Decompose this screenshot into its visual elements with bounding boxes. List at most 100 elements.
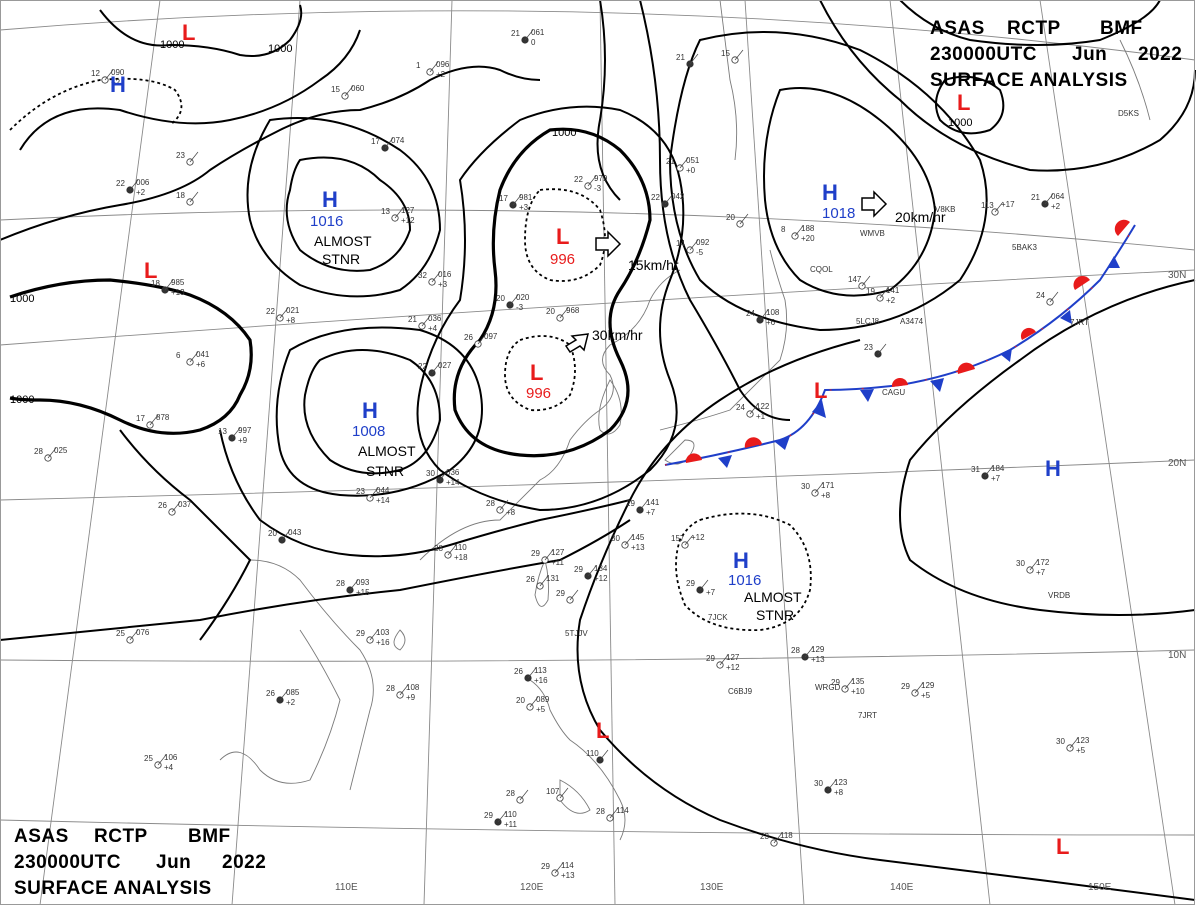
station-temperature: 31: [971, 465, 980, 474]
station-temperature: 18: [176, 191, 185, 200]
station-pressure: 110: [504, 810, 517, 819]
station-plot: 29 103+16: [356, 628, 390, 647]
movement-arrow: [861, 190, 888, 218]
station-tendency: +11: [551, 558, 565, 567]
station-pressure: 981: [519, 193, 533, 202]
station-temperature: 29: [541, 862, 550, 871]
station-temperature: 23: [864, 343, 873, 352]
wind-barb: [431, 362, 441, 374]
station-temperature: 21: [511, 29, 520, 38]
wind-barb: [529, 696, 539, 708]
station-plot: 113 +17: [981, 200, 1015, 216]
cold-front-mark: [1060, 310, 1072, 324]
station-tendency: +16: [534, 676, 548, 685]
station-temperature: 29: [686, 579, 695, 588]
wind-barb: [879, 287, 889, 299]
station-plot: 21 064+2: [1031, 192, 1065, 211]
station-temperature: 20: [516, 696, 525, 705]
cold-front-mark: [860, 389, 874, 402]
movement-arrow: [564, 333, 589, 354]
station-plot: 29 135+10: [831, 677, 865, 696]
ship-call-sign: CAGU: [882, 388, 905, 397]
station-pressure: 090: [111, 68, 125, 77]
warm-front-mark: [1073, 275, 1090, 290]
wind-barb: [544, 549, 554, 561]
station-temperature: 19: [866, 287, 875, 296]
station-plot: 20 020-3: [496, 293, 530, 312]
station-pressure: 108: [406, 683, 420, 692]
movement-speed: 15km/hr: [628, 257, 679, 273]
station-plot: 30 171+8: [801, 481, 835, 500]
station-temperature: 23: [176, 151, 185, 160]
station-plot: 29 127+12: [706, 653, 740, 672]
low-center: L: [814, 378, 827, 403]
station-pressure: 129: [811, 645, 825, 654]
wind-barb: [804, 646, 814, 658]
wind-barb: [129, 179, 139, 191]
station-temperature: 28: [596, 807, 605, 816]
station-plot: 17 878: [136, 413, 170, 429]
station-temperature: 30: [801, 482, 810, 491]
title-line: SURFACE ANALYSIS: [14, 878, 212, 899]
station-pressure: 114: [616, 806, 629, 815]
station-tendency: -5: [696, 248, 704, 257]
station-pressure: 021: [286, 306, 300, 315]
wind-barb: [431, 271, 441, 283]
station-tendency: +13: [631, 543, 645, 552]
station-pressure: 985: [171, 278, 185, 287]
station-tendency: +3: [438, 280, 448, 289]
isobar-label: 1000: [552, 127, 576, 139]
grid-labels: 110E 120E 130E 140E 150E 30N 20N 10N: [335, 270, 1186, 893]
station-temperature: 21: [408, 315, 417, 324]
cold-front-mark: [775, 436, 790, 450]
title-word: ASAS: [930, 18, 985, 39]
station-temperature: 30: [814, 779, 823, 788]
isobar-label: 1000: [160, 39, 184, 51]
ship-call-sign: A3474: [900, 317, 924, 326]
station-plot: 17 074: [371, 136, 405, 152]
wind-barb: [639, 499, 649, 511]
station-pressure: 184: [991, 464, 1005, 473]
frontal-system: [664, 219, 1136, 468]
title-word: 2022: [1138, 44, 1182, 65]
station-pressure: 093: [356, 578, 370, 587]
station-plot: 28 129+13: [791, 645, 825, 664]
high-value: 1008: [352, 423, 385, 440]
low-value: 996: [550, 251, 575, 268]
station-plot: 20 043: [268, 528, 302, 544]
stationary-note: STNR: [756, 607, 794, 623]
warm-front-mark: [685, 453, 702, 463]
station-pressure: 092: [696, 238, 710, 247]
station-pressure: 135: [851, 677, 865, 686]
title-block-top: ASAS RCTP BMF 230000UTC Jun 2022 SURFACE…: [930, 18, 1182, 91]
wind-barb: [499, 499, 509, 511]
station-temperature: 20: [496, 294, 505, 303]
station-tendency: +7: [646, 508, 656, 517]
station-temperature: 12: [91, 69, 100, 78]
station-temperature: 13: [381, 207, 390, 216]
station-pressure: 997: [238, 426, 252, 435]
station-plot: 28 114: [596, 806, 629, 822]
title-block-bottom: ASAS RCTP BMF 230000UTC Jun 2022 SURFACE…: [14, 826, 266, 899]
wind-barb: [624, 534, 634, 546]
station-temperature: 26: [526, 575, 535, 584]
ship-call-sign: 7JRT: [1070, 318, 1089, 327]
station-temperature: 22: [116, 179, 125, 188]
station-plot: 25 076: [116, 628, 150, 644]
station-tendency: +0: [686, 166, 696, 175]
station-pressure: 020: [516, 293, 530, 302]
station-tendency: +9: [406, 693, 416, 702]
station-plot: 24 108+6: [746, 308, 780, 327]
station-temperature: 6: [176, 351, 181, 360]
station-plot: 26 037: [158, 500, 192, 516]
station-plot: 1 096+2: [416, 60, 450, 79]
station-temperature: 26: [158, 501, 167, 510]
station-plot: 31 184+7: [971, 464, 1005, 483]
ship-call-sign: 7JRT: [858, 711, 877, 720]
wind-barb: [719, 654, 729, 666]
cold-front-mark: [718, 455, 732, 468]
station-plot: 23: [864, 343, 887, 358]
station-pressure: 123: [834, 778, 848, 787]
station-temperature: 29: [556, 589, 565, 598]
longitude-label: 150E: [1088, 882, 1112, 893]
